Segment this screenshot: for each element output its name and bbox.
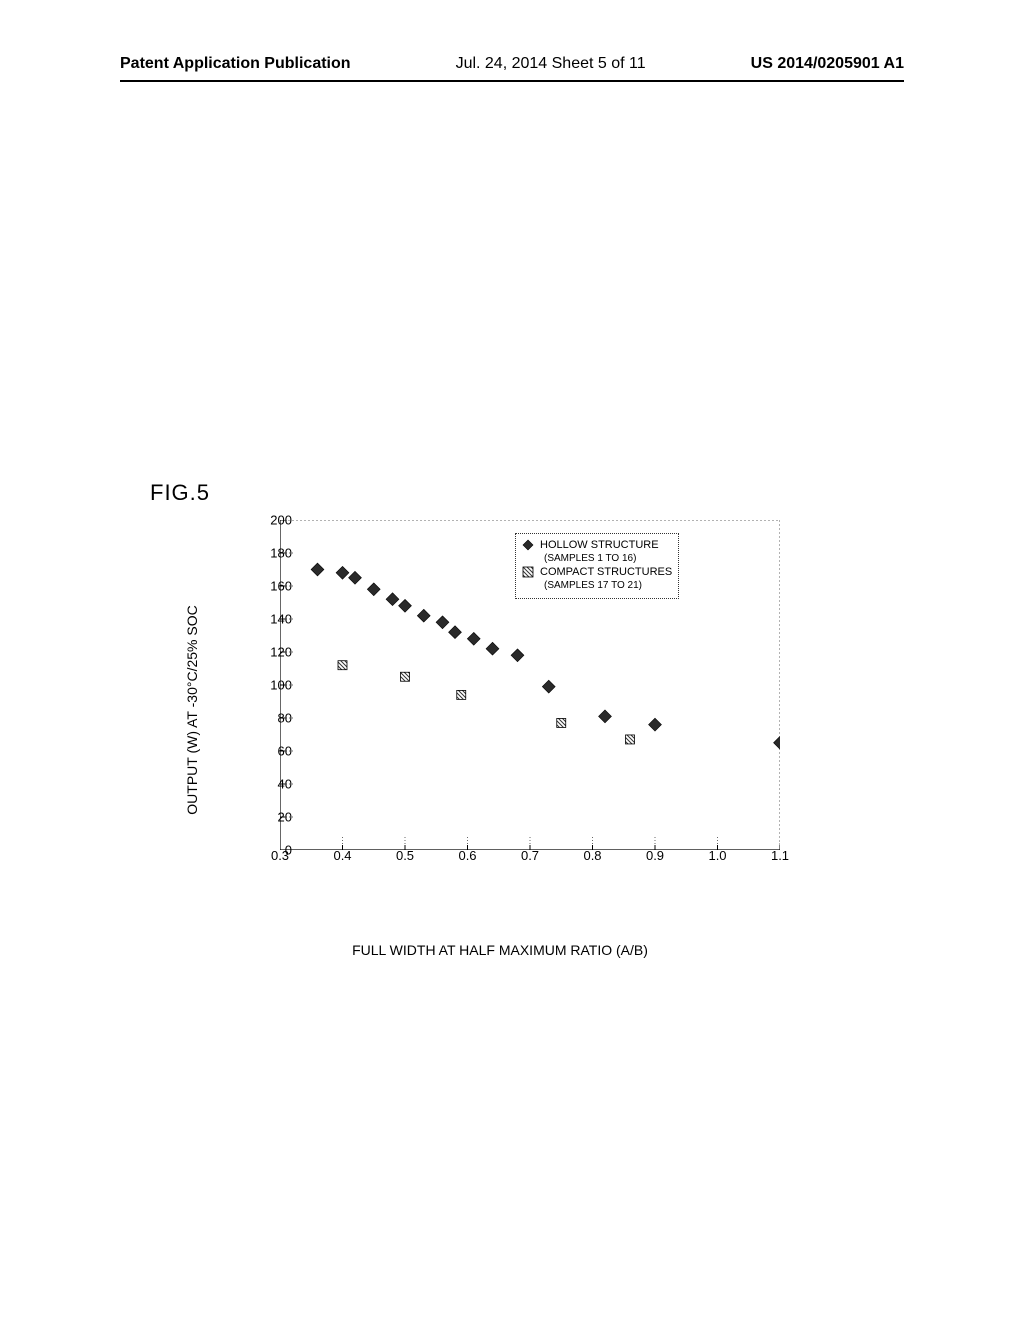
legend-item: COMPACT STRUCTURES(SAMPLES 17 TO 21) — [522, 566, 672, 592]
y-tick: 100 — [270, 678, 292, 693]
header-right: US 2014/0205901 A1 — [751, 55, 904, 73]
legend-text: HOLLOW STRUCTURE(SAMPLES 1 TO 16) — [540, 539, 659, 565]
legend-item: HOLLOW STRUCTURE(SAMPLES 1 TO 16) — [522, 539, 672, 565]
x-tick: 0.7 — [521, 848, 539, 863]
figure-label: FIG.5 — [150, 480, 210, 506]
legend-marker-icon — [522, 539, 534, 551]
header-left: Patent Application Publication — [120, 55, 351, 73]
y-tick: 180 — [270, 546, 292, 561]
y-axis-label: OUTPUT (W) AT -30°C/25% SOC — [184, 605, 200, 814]
y-tick: 120 — [270, 645, 292, 660]
x-tick: 0.8 — [583, 848, 601, 863]
y-tick: 60 — [278, 744, 292, 759]
x-tick: 0.5 — [396, 848, 414, 863]
x-tick: 0.3 — [271, 848, 289, 863]
legend-box: HOLLOW STRUCTURE(SAMPLES 1 TO 16)COMPACT… — [515, 533, 679, 599]
y-tick: 20 — [278, 810, 292, 825]
x-axis-label: FULL WIDTH AT HALF MAXIMUM RATIO (A/B) — [352, 942, 648, 958]
chart-container: OUTPUT (W) AT -30°C/25% SOC FULL WIDTH A… — [200, 510, 800, 910]
x-tick: 1.1 — [771, 848, 789, 863]
page-header: Patent Application Publication Jul. 24, … — [0, 55, 1024, 73]
y-tick: 200 — [270, 513, 292, 528]
x-tick: 1.0 — [708, 848, 726, 863]
x-tick: 0.9 — [646, 848, 664, 863]
y-tick: 80 — [278, 711, 292, 726]
x-tick: 0.4 — [333, 848, 351, 863]
y-tick: 160 — [270, 579, 292, 594]
legend-marker-icon — [522, 566, 534, 578]
legend-text: COMPACT STRUCTURES(SAMPLES 17 TO 21) — [540, 566, 672, 592]
x-tick: 0.6 — [458, 848, 476, 863]
y-tick: 40 — [278, 777, 292, 792]
plot-area: HOLLOW STRUCTURE(SAMPLES 1 TO 16)COMPACT… — [280, 520, 780, 850]
header-divider — [120, 80, 904, 82]
header-center: Jul. 24, 2014 Sheet 5 of 11 — [456, 55, 646, 73]
y-tick: 140 — [270, 612, 292, 627]
